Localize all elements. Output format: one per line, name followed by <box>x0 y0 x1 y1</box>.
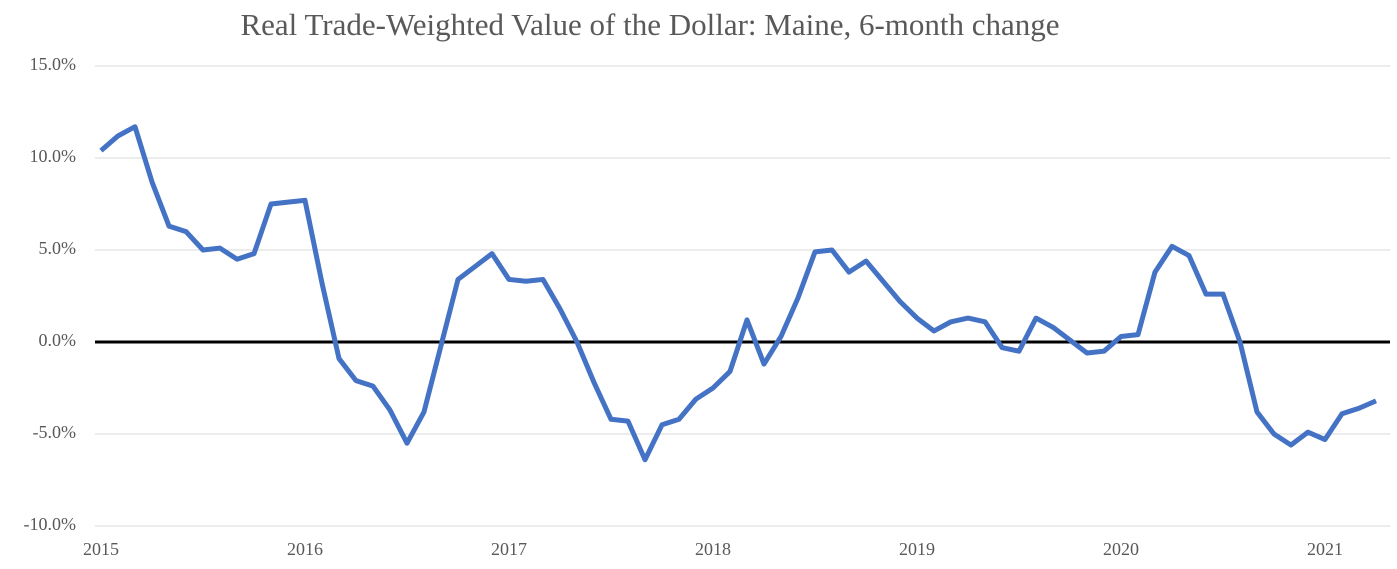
y-tick-label: 15.0% <box>30 54 77 74</box>
y-tick-label: 5.0% <box>39 238 77 258</box>
y-tick-label: -5.0% <box>33 422 77 442</box>
y-tick-label: 0.0% <box>39 330 77 350</box>
x-tick-label: 2021 <box>1307 539 1343 559</box>
y-tick-label: 10.0% <box>30 146 77 166</box>
y-tick-label: -10.0% <box>24 514 77 534</box>
data-line <box>99 124 1377 463</box>
x-tick-label: 2017 <box>491 539 527 559</box>
x-tick-label: 2018 <box>695 539 731 559</box>
x-tick-label: 2019 <box>899 539 935 559</box>
x-tick-label: 2016 <box>287 539 323 559</box>
x-tick-label: 2015 <box>83 539 119 559</box>
x-tick-label: 2020 <box>1103 539 1139 559</box>
chart-title: Real Trade-Weighted Value of the Dollar:… <box>240 7 1059 42</box>
